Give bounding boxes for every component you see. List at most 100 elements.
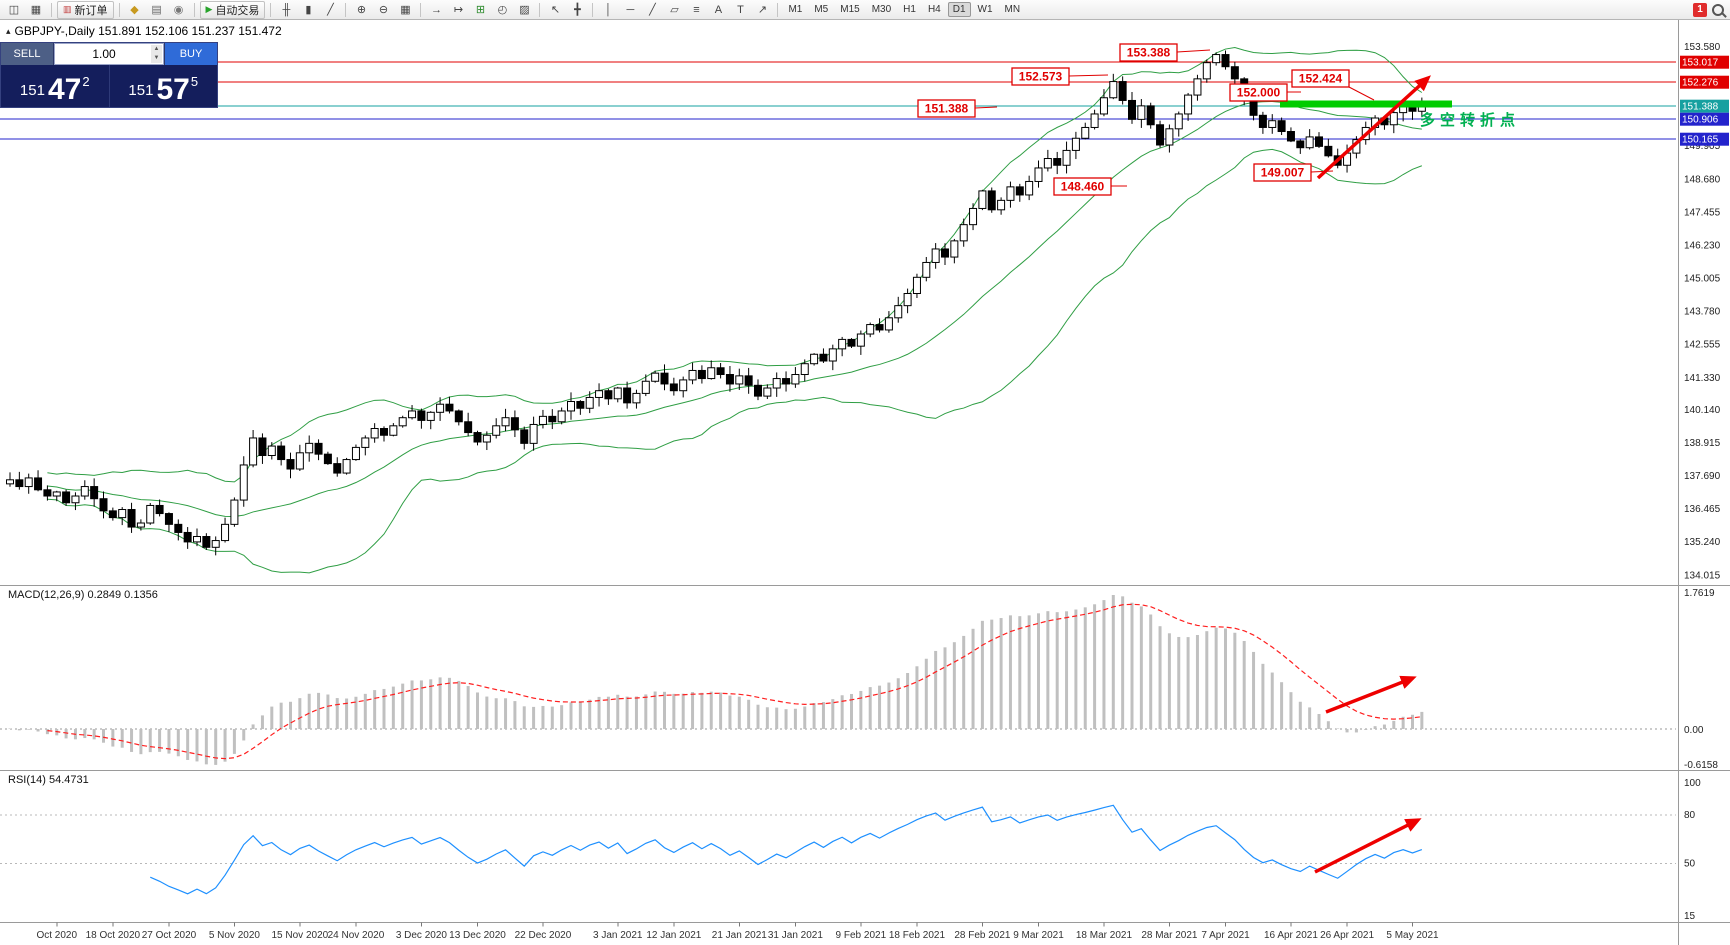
macd-bar	[597, 696, 601, 729]
macd-bar	[747, 699, 751, 729]
macd-bar	[289, 701, 292, 729]
history-center-icon[interactable]: ◆	[130, 4, 139, 16]
macd-bar	[1326, 721, 1330, 729]
text-icon[interactable]: A	[714, 3, 723, 16]
trend-arrow[interactable]	[1314, 818, 1422, 874]
candle	[679, 379, 688, 392]
candle	[819, 353, 828, 362]
main-toolbar: ◫ ▦ ▥ 新订单 ◆ ▤ ◉ ▶ 自动交易 ╫ ▮ ╱ ⊕ ⊖ ▦ → ↦ ⊞ ◴ ▨ ↖ ╋ │ ─ ╱ ▱ ≡ A T ↗ M1 M5 M…	[0, 0, 1730, 20]
profiles-icon[interactable]: ▦	[30, 4, 42, 16]
new-order-button[interactable]: ▥ 新订单	[57, 0, 114, 19]
candle	[1034, 167, 1043, 182]
candle	[548, 415, 557, 423]
candle	[1286, 131, 1295, 142]
toolbar-right-group: 1	[1693, 2, 1726, 17]
macd-bar	[784, 709, 788, 729]
label-icon[interactable]: T	[737, 3, 744, 16]
macd-bar	[700, 692, 704, 729]
timeframe-d1[interactable]: D1	[947, 2, 971, 17]
candle	[1146, 105, 1155, 126]
volume-down-icon[interactable]: ▼	[151, 54, 162, 63]
expand-icon[interactable]: ▴	[6, 25, 11, 36]
timeframe-h1[interactable]: H1	[903, 4, 916, 15]
trend-arrows[interactable]	[1314, 75, 1431, 874]
macd-bar	[616, 694, 620, 729]
templates-icon[interactable]: ▨	[519, 4, 530, 16]
toolbar-separator	[345, 2, 347, 17]
buy-button[interactable]: BUY	[164, 43, 217, 65]
print-icon[interactable]: ▤	[151, 4, 162, 16]
macd-bar	[354, 696, 358, 729]
candlestick-chart-icon[interactable]: ▮	[305, 4, 312, 16]
price-annotation-box[interactable]	[1291, 69, 1350, 88]
macd-bar	[653, 691, 657, 729]
tile-windows-icon[interactable]: ▦	[400, 4, 411, 16]
price-annotation-box[interactable]	[1229, 83, 1288, 102]
bar-chart-icon[interactable]: ╫	[282, 3, 291, 16]
candle	[1118, 81, 1127, 101]
fibonacci-icon[interactable]: ≡	[693, 3, 700, 16]
toolbar-separator	[420, 2, 422, 17]
trendline-icon[interactable]: ╱	[649, 4, 656, 16]
candle	[1221, 54, 1230, 68]
volume-spinner[interactable]: ▲ ▼	[54, 43, 164, 65]
new-chart-icon[interactable]: ◫	[8, 4, 20, 16]
auto-scroll-icon[interactable]: →	[430, 3, 442, 16]
trend-arrow[interactable]	[1316, 75, 1431, 180]
timeframe-m5[interactable]: M5	[814, 4, 829, 15]
indicators-icon[interactable]: ⊞	[475, 4, 486, 16]
macd-bar	[1354, 729, 1358, 733]
sell-button[interactable]: SELL	[1, 43, 54, 65]
timeframe-h4[interactable]: H4	[927, 4, 941, 15]
cursor-icon[interactable]: ↖	[550, 4, 561, 16]
arrows-icon[interactable]: ↗	[757, 4, 768, 16]
price-annotation-box[interactable]	[1119, 43, 1178, 62]
volume-up-icon[interactable]: ▲	[151, 45, 162, 54]
candle	[922, 261, 931, 278]
trend-arrow[interactable]	[1325, 675, 1417, 714]
macd-bar	[307, 693, 311, 729]
macd-bar	[1130, 602, 1134, 729]
macd-bar	[363, 693, 367, 729]
line-chart-icon[interactable]: ╱	[327, 4, 334, 16]
horizontal-line-icon[interactable]: ─	[626, 3, 635, 16]
macd-bar	[906, 672, 910, 729]
price-annotation-box[interactable]	[1053, 177, 1112, 196]
buy-price[interactable]: 151 57 5	[108, 65, 218, 107]
search-icon[interactable]	[1712, 3, 1724, 16]
notifications-badge[interactable]: 1	[1693, 2, 1707, 17]
crosshair-icon[interactable]: ╋	[574, 4, 581, 16]
candle	[398, 417, 407, 427]
price-annotation-box[interactable]	[1253, 163, 1312, 182]
zoom-in-icon[interactable]: ⊕	[356, 4, 367, 16]
timeframe-mn[interactable]: MN	[1004, 4, 1021, 15]
macd-panel: 1.7619 0.00 -0.6158	[0, 588, 1718, 771]
timeframe-m15[interactable]: M15	[840, 4, 860, 15]
sell-price[interactable]: 151 47 2	[19, 73, 90, 106]
macd-bar	[962, 635, 966, 729]
zoom-out-icon[interactable]: ⊖	[378, 4, 389, 16]
candle	[99, 498, 108, 512]
vertical-line-icon[interactable]: │	[605, 3, 612, 16]
candle	[660, 372, 669, 385]
macd-bar	[550, 706, 554, 729]
panel-frame	[0, 20, 1730, 945]
price-annotations[interactable]: 153.388 152.573 152.424 152.000 151.388 149.0…	[917, 43, 1375, 196]
periods-icon[interactable]: ◴	[497, 4, 508, 16]
volume-input[interactable]	[55, 44, 163, 64]
candle	[52, 491, 61, 497]
autotrading-button[interactable]: ▶ 自动交易	[199, 0, 266, 19]
macd-bar	[737, 696, 741, 729]
chart-shift-icon[interactable]: ↦	[453, 4, 464, 16]
screenshot-icon[interactable]: ◉	[173, 4, 184, 16]
candle	[473, 432, 482, 443]
channel-icon[interactable]: ▱	[670, 4, 679, 16]
timeframe-m30[interactable]: M30	[871, 4, 892, 15]
price-annotation-box[interactable]	[1011, 67, 1070, 86]
macd-bar	[429, 679, 433, 729]
price-annotation-box[interactable]	[917, 99, 976, 118]
candle	[576, 401, 585, 409]
timeframe-w1[interactable]: W1	[977, 4, 993, 15]
timeframe-m1[interactable]: M1	[788, 4, 803, 15]
